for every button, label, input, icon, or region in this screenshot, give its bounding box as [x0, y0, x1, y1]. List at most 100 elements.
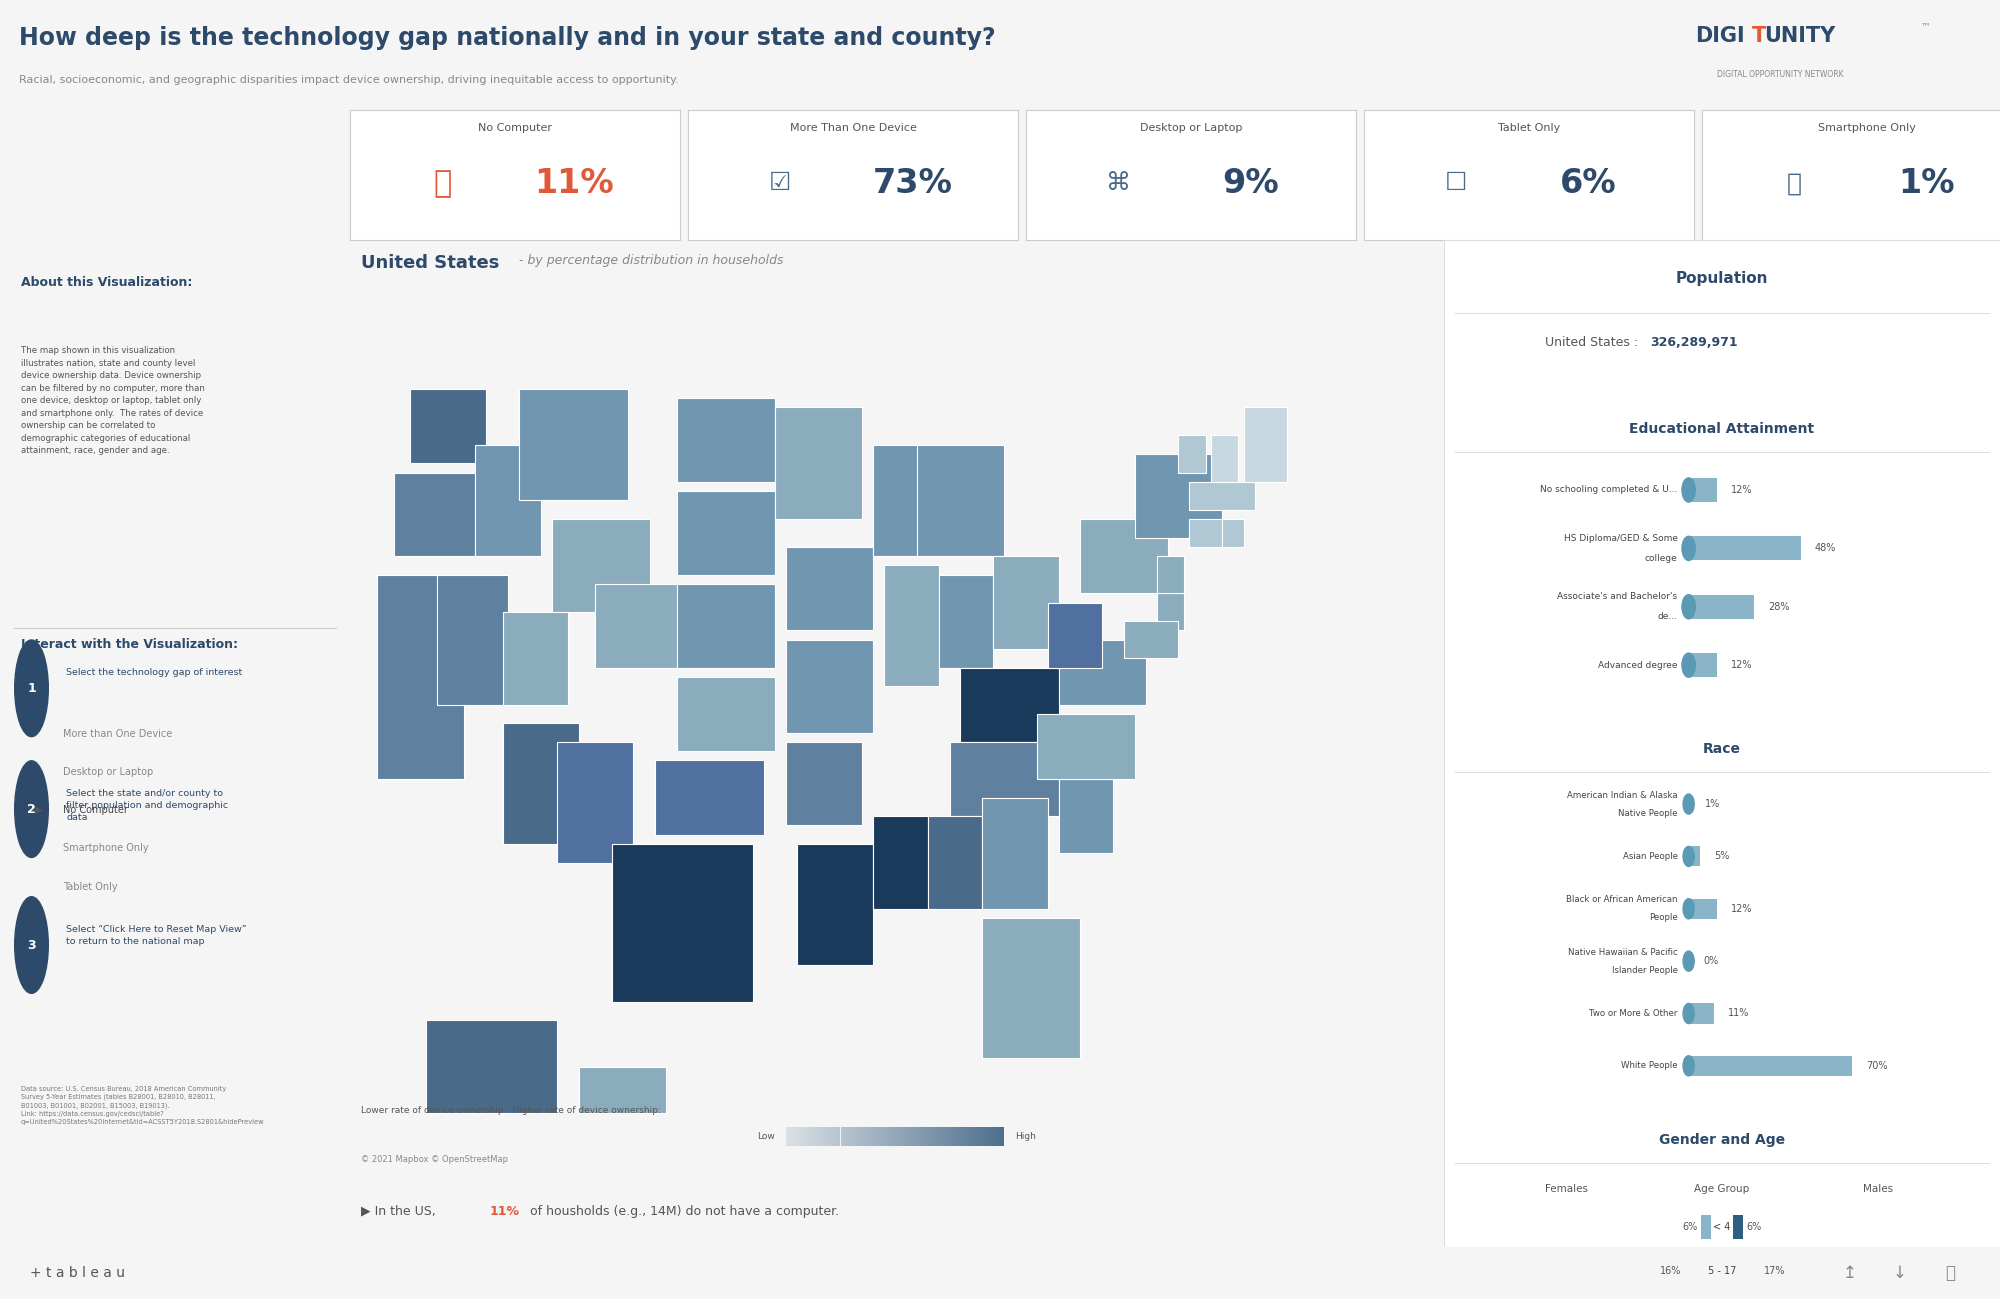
Bar: [880, 1128, 882, 1146]
Text: Racial, socioeconomic, and geographic disparities impact device ownership, drivi: Racial, socioeconomic, and geographic di…: [18, 75, 678, 84]
Bar: [916, 1128, 918, 1146]
Text: 6%: 6%: [1560, 166, 1616, 200]
Bar: [984, 1128, 986, 1146]
Bar: [958, 1128, 960, 1146]
Bar: [800, 1128, 802, 1146]
Bar: [926, 1128, 928, 1146]
Text: © 2021 Mapbox © OpenStreetMap: © 2021 Mapbox © OpenStreetMap: [360, 1155, 508, 1164]
Text: Females: Females: [1544, 1183, 1588, 1194]
Bar: [838, 1128, 840, 1146]
Bar: [980, 1128, 982, 1146]
Text: 9%: 9%: [1222, 166, 1278, 200]
Bar: [1212, 435, 1238, 482]
Bar: [898, 1128, 900, 1146]
Text: 28%: 28%: [1768, 601, 1790, 612]
Bar: [1048, 603, 1102, 668]
Bar: [874, 1128, 876, 1146]
Bar: [1124, 621, 1178, 659]
Bar: [982, 918, 1080, 1057]
Bar: [1734, 1215, 1744, 1239]
Bar: [828, 1128, 830, 1146]
Bar: [1080, 520, 1168, 594]
Text: Males: Males: [1862, 1183, 1892, 1194]
Text: Associate's and Bachelor's: Associate's and Bachelor's: [1558, 592, 1678, 601]
Bar: [864, 1128, 866, 1146]
Bar: [1734, 1259, 1762, 1283]
Text: 326,289,971: 326,289,971: [1650, 336, 1738, 349]
Text: 3: 3: [28, 938, 36, 952]
Text: About this Visualization:: About this Visualization:: [20, 275, 192, 288]
Bar: [1190, 518, 1222, 547]
Text: 11%: 11%: [1728, 1008, 1750, 1018]
Text: No Computer: No Computer: [64, 805, 128, 814]
Bar: [394, 473, 476, 556]
Bar: [912, 1128, 914, 1146]
Bar: [874, 816, 928, 909]
Circle shape: [14, 640, 48, 737]
Text: 12%: 12%: [1730, 904, 1752, 913]
Bar: [942, 1128, 946, 1146]
Text: DIGI: DIGI: [1696, 26, 1744, 47]
Bar: [1688, 478, 1716, 501]
Bar: [786, 639, 874, 733]
Text: Interact with the Visualization:: Interact with the Visualization:: [20, 638, 238, 651]
Text: United States :: United States :: [1546, 336, 1638, 349]
Bar: [804, 1128, 806, 1146]
Bar: [810, 1128, 812, 1146]
Bar: [950, 1128, 952, 1146]
Bar: [902, 1128, 904, 1146]
Bar: [832, 1128, 834, 1146]
Text: 5 - 17: 5 - 17: [1708, 1267, 1736, 1276]
Bar: [934, 1128, 936, 1146]
Bar: [836, 1128, 838, 1146]
Circle shape: [1684, 794, 1694, 814]
Bar: [974, 1128, 976, 1146]
Bar: [994, 1128, 996, 1146]
Bar: [552, 520, 650, 612]
Bar: [908, 1128, 910, 1146]
Bar: [1058, 779, 1112, 853]
Bar: [786, 547, 874, 630]
Text: Select the state and/or county to
filter population and demographic
data: Select the state and/or county to filter…: [66, 788, 228, 821]
Circle shape: [1682, 653, 1696, 677]
Bar: [656, 760, 764, 835]
Bar: [776, 408, 862, 520]
Text: college: college: [1644, 553, 1678, 562]
Bar: [1036, 714, 1134, 779]
Text: Tablet Only: Tablet Only: [64, 882, 118, 891]
Text: ™: ™: [1920, 21, 1930, 31]
Bar: [1222, 518, 1244, 547]
Bar: [922, 1128, 924, 1146]
Bar: [978, 1128, 980, 1146]
Bar: [796, 1128, 800, 1146]
Bar: [1700, 1215, 1710, 1239]
Text: of housholds (e.g., 14M) do not have a computer.: of housholds (e.g., 14M) do not have a c…: [530, 1204, 838, 1218]
Bar: [612, 844, 754, 1002]
Text: 6%: 6%: [1682, 1222, 1698, 1231]
Bar: [824, 1128, 826, 1146]
Text: ▶: ▶: [36, 805, 42, 814]
Bar: [896, 1128, 898, 1146]
Bar: [862, 1128, 864, 1146]
Text: Population: Population: [1676, 270, 1768, 286]
Bar: [786, 742, 862, 825]
Bar: [976, 1128, 978, 1146]
Bar: [884, 565, 938, 686]
Text: The map shown in this visualization
illustrates nation, state and county level
d: The map shown in this visualization illu…: [20, 346, 204, 455]
Bar: [818, 1128, 820, 1146]
Text: American Indian & Alaska: American Indian & Alaska: [1566, 791, 1678, 799]
Bar: [410, 388, 486, 464]
Bar: [676, 677, 776, 751]
Bar: [786, 1128, 788, 1146]
Bar: [946, 1128, 948, 1146]
Text: 16%: 16%: [1660, 1267, 1682, 1276]
Circle shape: [14, 761, 48, 857]
Text: 11%: 11%: [534, 166, 614, 200]
Circle shape: [1684, 1003, 1694, 1024]
Bar: [876, 1128, 878, 1146]
Text: ▶ In the US,: ▶ In the US,: [360, 1204, 440, 1218]
Bar: [502, 612, 568, 704]
Bar: [1134, 453, 1222, 538]
Bar: [796, 844, 874, 965]
Text: Advanced degree: Advanced degree: [1598, 661, 1678, 670]
